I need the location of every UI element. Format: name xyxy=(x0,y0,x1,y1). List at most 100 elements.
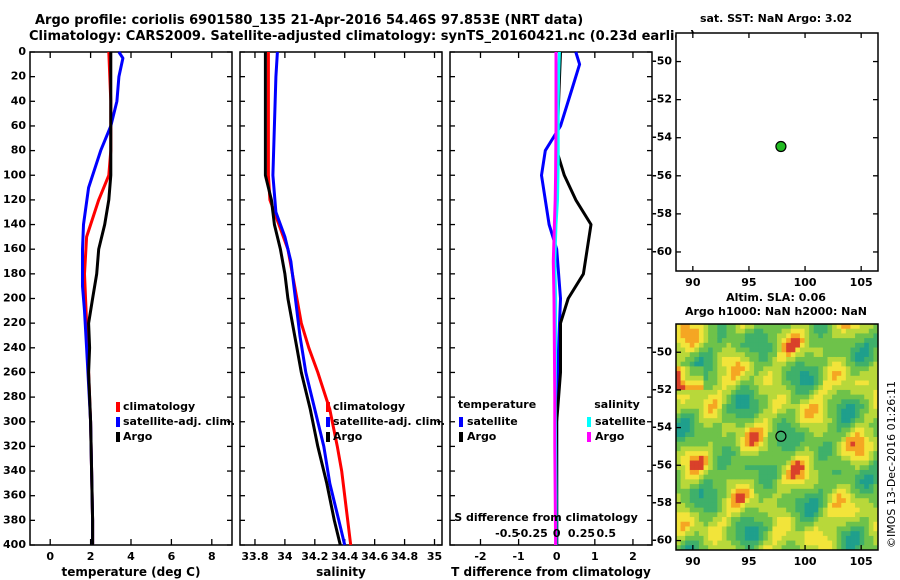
sla-cell xyxy=(698,526,704,532)
sla-cell xyxy=(717,366,723,372)
sla-cell xyxy=(726,512,732,518)
sla-cell xyxy=(873,455,879,461)
sla-cell xyxy=(676,446,681,452)
sla-cell xyxy=(758,465,764,471)
sla-cell xyxy=(855,399,861,405)
sla-cell xyxy=(790,540,796,546)
sla-cell xyxy=(676,460,681,466)
sla-cell xyxy=(689,437,695,443)
sla-cell xyxy=(790,408,796,414)
sla-cell xyxy=(813,413,819,419)
sla-cell xyxy=(804,531,810,537)
sla-cell xyxy=(845,366,851,372)
sla-cell xyxy=(767,535,773,541)
sla-cell xyxy=(786,371,792,377)
sla-cell xyxy=(777,385,782,391)
sla-cell xyxy=(818,437,824,443)
sla-cell xyxy=(758,545,764,551)
sla-cell xyxy=(855,535,861,541)
sla-cell xyxy=(795,512,801,518)
sla-cell xyxy=(731,469,737,476)
sla-cell xyxy=(845,375,851,381)
sla-cell xyxy=(735,484,741,490)
sla-cell xyxy=(717,328,723,334)
sla-cell xyxy=(868,380,874,386)
sla-cell xyxy=(758,324,764,330)
sla-cell xyxy=(790,399,796,405)
sla-cell xyxy=(832,375,838,381)
sla-cell xyxy=(685,460,691,466)
sla-cell xyxy=(763,427,769,433)
sla-cell xyxy=(795,460,801,466)
sla-cell xyxy=(758,469,764,476)
sla-cell xyxy=(822,418,828,424)
sla-cell xyxy=(680,328,686,334)
sla-cell xyxy=(841,413,847,419)
sla-cell xyxy=(749,418,755,424)
sla-cell xyxy=(873,427,879,433)
sla-cell xyxy=(841,356,847,363)
sla-cell xyxy=(850,413,856,419)
sla-cell xyxy=(781,394,787,400)
sla-cell xyxy=(754,366,760,372)
sla-cell xyxy=(698,361,704,367)
sla-cell xyxy=(827,432,833,438)
sla-cell xyxy=(809,488,815,494)
argo-position-marker xyxy=(775,140,787,153)
sla-cell xyxy=(754,540,760,546)
sla-cell xyxy=(689,427,695,433)
sla-cell xyxy=(735,399,741,405)
sla-cell xyxy=(731,347,737,353)
sla-cell xyxy=(717,441,723,447)
sla-cell xyxy=(772,394,778,400)
sla-cell xyxy=(712,507,718,513)
sla-cell xyxy=(864,521,870,527)
temperature-panel-ytick-label: 240 xyxy=(3,341,26,354)
sla-cell xyxy=(873,366,879,372)
sla-cell xyxy=(703,418,709,424)
sla-cell xyxy=(827,427,833,433)
sla-cell xyxy=(721,498,727,504)
sla-cell xyxy=(767,413,773,419)
sla-cell xyxy=(698,535,704,541)
sla-cell xyxy=(731,474,737,480)
sla-cell xyxy=(758,507,764,513)
sla-cell xyxy=(685,498,691,504)
sla-cell xyxy=(859,352,865,358)
sla-cell xyxy=(836,469,842,476)
sla-cell xyxy=(694,521,700,527)
sla-cell xyxy=(799,488,805,494)
sla-cell xyxy=(799,517,805,523)
sla-cell xyxy=(754,347,760,353)
sla-cell xyxy=(859,437,865,443)
sla-cell xyxy=(772,328,778,334)
sla-cell xyxy=(721,545,727,551)
sla-cell xyxy=(708,498,714,504)
sla-cell xyxy=(767,441,773,447)
sla-cell xyxy=(676,479,681,485)
sla-cell xyxy=(850,418,856,424)
sla-cell xyxy=(744,399,750,405)
sla-cell xyxy=(822,521,828,527)
sla-cell xyxy=(689,399,695,405)
sla-cell xyxy=(795,535,801,541)
sla-cell xyxy=(850,446,856,452)
sla-cell xyxy=(850,399,856,405)
sla-cell xyxy=(868,460,874,466)
sla-cell xyxy=(721,352,727,358)
sla-cell xyxy=(790,517,796,523)
sla-cell xyxy=(786,342,792,348)
sla-cell xyxy=(740,498,746,504)
sla-cell xyxy=(818,465,824,471)
sla-cell xyxy=(818,413,824,419)
sla-cell xyxy=(680,479,686,485)
sla-cell xyxy=(772,488,778,494)
sla-cell xyxy=(850,361,856,367)
sla-cell xyxy=(845,347,851,353)
sla-cell xyxy=(689,460,695,466)
temperature-panel-ytick-label: 280 xyxy=(3,390,26,403)
sla-cell xyxy=(694,338,700,344)
sla-cell xyxy=(744,352,750,358)
sla-cell xyxy=(855,371,861,377)
